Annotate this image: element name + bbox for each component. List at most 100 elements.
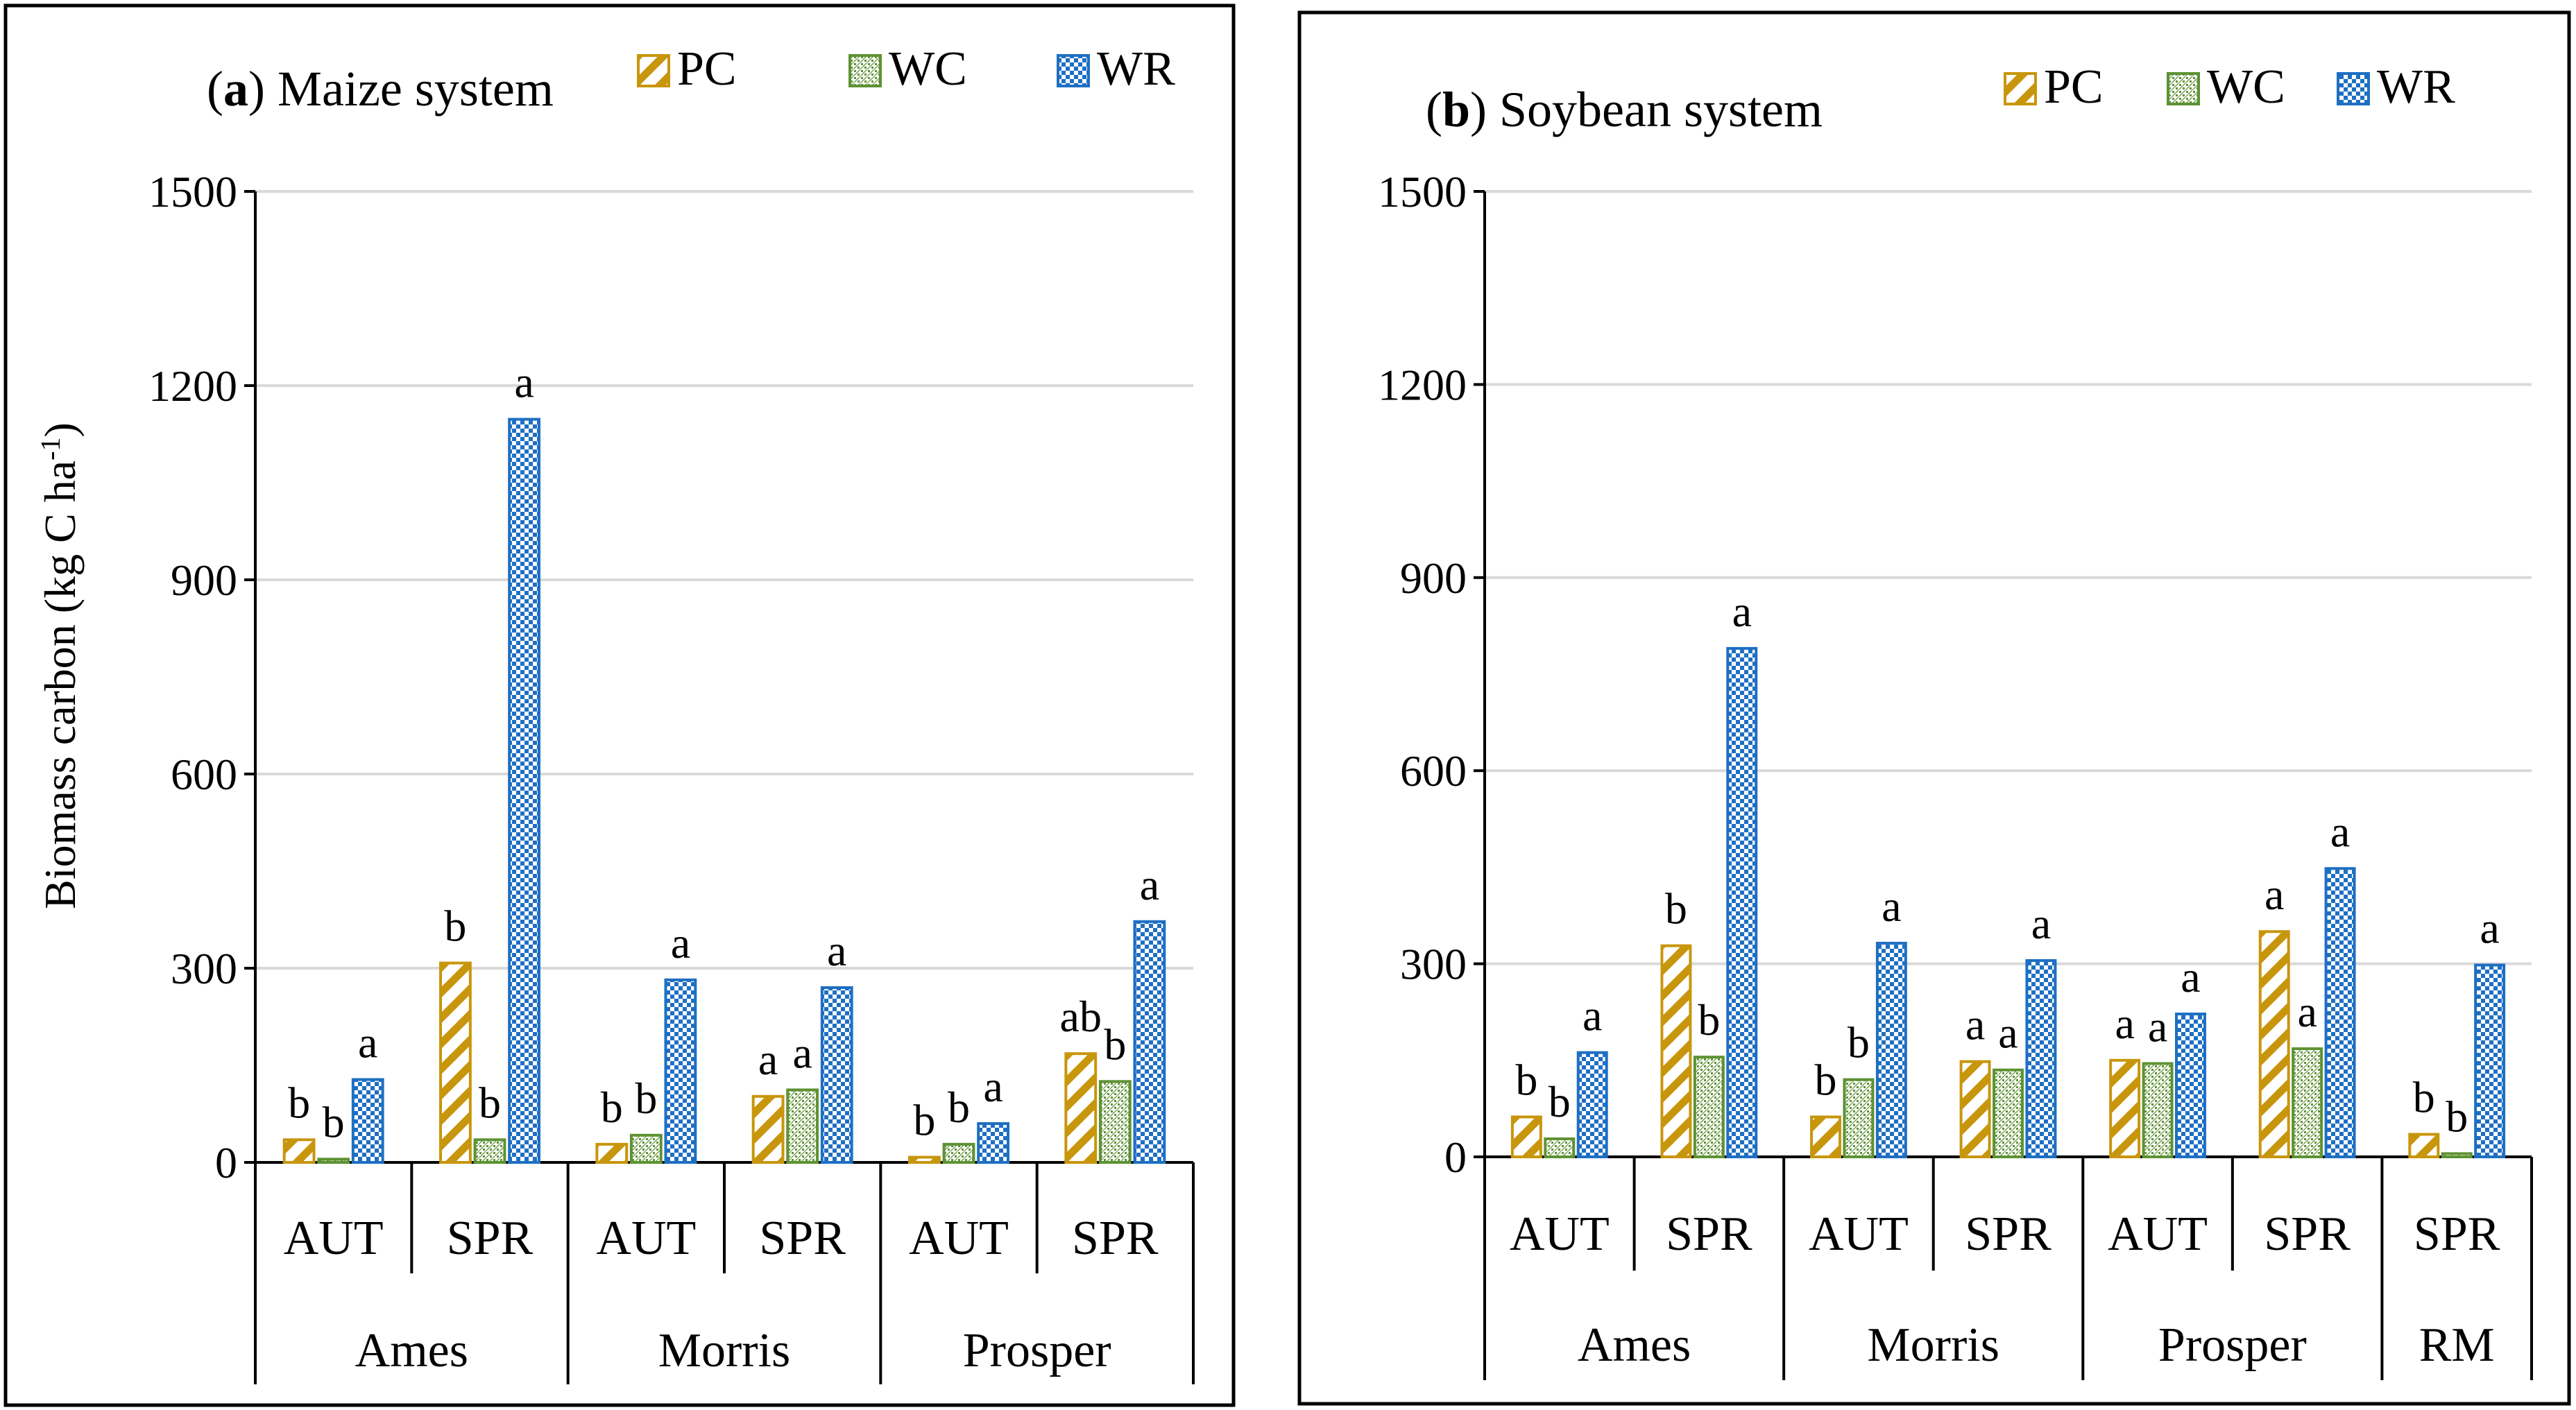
significance-letter: b (913, 1096, 935, 1145)
bar-wc (1098, 1080, 1132, 1164)
significance-letter: a (1732, 587, 1752, 636)
bar-pc (595, 1142, 629, 1164)
bar-wr (1576, 1051, 1608, 1158)
significance-letter: b (635, 1074, 657, 1123)
season-label: AUT (1510, 1207, 1610, 1261)
y-tick-label: 1200 (1378, 360, 1467, 409)
significance-letter: a (2031, 899, 2051, 948)
bar-wr (2175, 1012, 2206, 1159)
bar-wc (1693, 1056, 1725, 1159)
bar-wr (820, 986, 853, 1164)
legend-label-wc: WC (2207, 60, 2285, 114)
legend-label-wr: WR (1097, 42, 1175, 96)
bar-wc (1843, 1078, 1875, 1159)
bar-pc (2258, 930, 2290, 1158)
significance-letter: a (2264, 870, 2284, 919)
bar-pc (1959, 1060, 1991, 1158)
bar-wr (2474, 963, 2506, 1159)
significance-letter: a (2148, 1001, 2167, 1051)
significance-letter: b (601, 1083, 623, 1132)
y-axis-label: Biomass carbon (kg C ha-1) (35, 422, 85, 909)
significance-letter: a (514, 358, 534, 407)
significance-letter: ab (1060, 992, 1102, 1041)
season-label: SPR (2414, 1207, 2500, 1261)
significance-letter: a (1140, 860, 1159, 909)
legend-label-pc: PC (2044, 60, 2104, 114)
legend-swatch-wr (1057, 54, 1090, 87)
bar-wc (2142, 1062, 2174, 1158)
significance-letter: a (2297, 987, 2317, 1036)
season-label: SPR (447, 1212, 534, 1265)
significance-letter: a (792, 1028, 812, 1077)
bar-wc (317, 1158, 350, 1164)
bar-wc (473, 1138, 506, 1164)
season-label: AUT (1809, 1207, 1909, 1261)
legend-swatch-wc (848, 54, 882, 87)
season-label: SPR (2264, 1207, 2351, 1261)
panel-a-title: (a) Maize system (207, 61, 554, 117)
legend-b: PC WC WR (2004, 60, 2455, 114)
y-tick-label: 0 (1444, 1133, 1467, 1182)
site-label: RM (2419, 1318, 2495, 1372)
site-label: Ames (1578, 1318, 1691, 1372)
legend-swatch-pc (2004, 72, 2037, 105)
bar-wc (629, 1133, 663, 1164)
site-label: Prosper (2158, 1318, 2307, 1372)
significance-letter: b (1549, 1077, 1571, 1126)
bar-pc (1810, 1115, 1841, 1158)
bar-pc (2109, 1058, 2141, 1159)
season-label: SPR (1666, 1207, 1752, 1261)
bar-pc (1064, 1052, 1098, 1164)
season-label: AUT (909, 1212, 1009, 1265)
y-tick-label: 300 (171, 944, 237, 993)
significance-letter: b (288, 1078, 310, 1127)
significance-letter: a (1882, 882, 1901, 931)
significance-letter: b (1815, 1055, 1837, 1104)
panel-a-frame (3, 3, 1236, 1407)
legend-swatch-wr (2337, 72, 2370, 105)
panel-b-title-text: Soybean system (1499, 82, 1823, 137)
significance-letter: b (1104, 1020, 1126, 1069)
significance-letter: a (1965, 1000, 1985, 1049)
bar-wr (1726, 646, 1758, 1158)
significance-letter: a (827, 926, 846, 975)
season-label: SPR (1072, 1212, 1159, 1265)
y-tick-label: 1500 (1378, 167, 1467, 216)
bar-wr (2324, 867, 2356, 1158)
significance-letter: a (1583, 991, 1602, 1040)
site-label: Morris (658, 1324, 791, 1377)
panel-a-letter: a (223, 61, 248, 117)
season-label: AUT (2108, 1207, 2208, 1261)
bar-wr (2025, 958, 2057, 1158)
bar-pc (439, 961, 472, 1164)
bar-pc (2408, 1133, 2440, 1159)
bar-wr (1133, 920, 1166, 1164)
significance-letter: a (2115, 999, 2134, 1048)
bar-wr (508, 418, 540, 1164)
significance-letter: a (671, 918, 690, 968)
bar-wr (664, 978, 697, 1164)
bar-wr (977, 1122, 1009, 1164)
y-tick-label: 600 (171, 750, 237, 799)
season-label: SPR (759, 1212, 846, 1265)
y-tick-label: 300 (1400, 940, 1467, 989)
significance-letter: a (2480, 903, 2499, 952)
y-tick-label: 0 (215, 1138, 237, 1187)
y-tick-label: 1500 (148, 167, 237, 216)
significance-letter: b (323, 1097, 345, 1146)
bar-wr (351, 1078, 384, 1164)
bar-wc (2292, 1047, 2323, 1158)
significance-letter: a (1998, 1008, 2018, 1058)
bar-pc (908, 1155, 941, 1164)
significance-letter: b (1515, 1055, 1537, 1104)
legend-label-pc: PC (677, 42, 737, 96)
bar-pc (282, 1138, 316, 1164)
y-tick-label: 900 (1400, 553, 1467, 603)
bar-wc (786, 1088, 819, 1164)
significance-letter: a (983, 1062, 1003, 1111)
site-label: Ames (355, 1324, 468, 1377)
season-label: AUT (284, 1212, 384, 1265)
